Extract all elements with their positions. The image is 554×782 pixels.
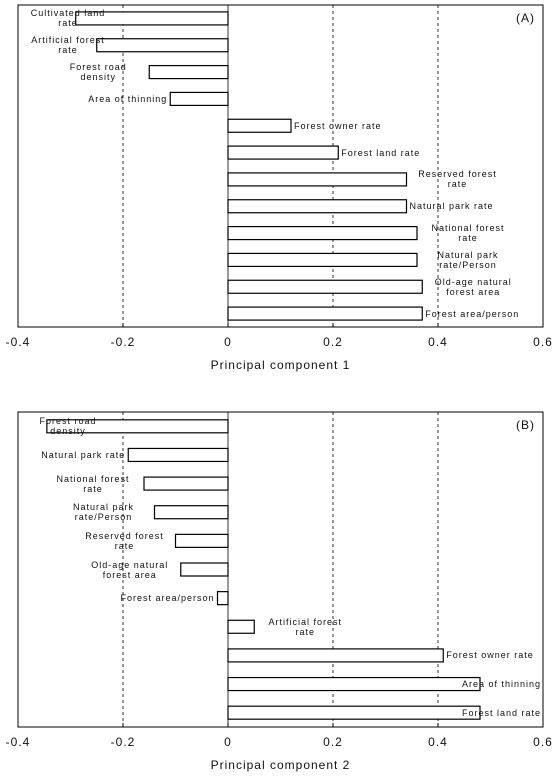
bar-label: Natural park rate — [409, 201, 494, 212]
x-tick-label: -0.4 — [6, 735, 31, 749]
bar-label: Natural park rate/Person — [437, 249, 499, 270]
x-tick-label: 0.6 — [533, 335, 553, 349]
bar — [216, 591, 229, 606]
bar-label: Forest road density — [69, 62, 127, 83]
x-tick-label: 0 — [224, 735, 232, 749]
bar — [227, 145, 339, 160]
bar-label: Reserved forest rate — [418, 169, 497, 190]
bar-label: Old-age natural forest area — [434, 276, 512, 297]
bar — [174, 533, 229, 548]
bar — [227, 118, 292, 133]
x-tick-label: 0.4 — [428, 735, 448, 749]
bar-label: Forest area/person — [425, 308, 520, 319]
bar-label: National forest rate — [431, 223, 505, 244]
bar-label: National forest rate — [56, 473, 130, 494]
bar-label: Cultivated land rate — [30, 8, 106, 29]
bar — [127, 447, 229, 463]
plot-frame — [17, 411, 544, 728]
x-tick-label: -0.2 — [111, 335, 136, 349]
bar-label: Forest land rate — [462, 707, 542, 718]
x-tick-label: 0.2 — [323, 335, 343, 349]
bar — [169, 91, 229, 107]
bar-label: Forest owner rate — [294, 120, 382, 131]
bar-label: Forest area/person — [120, 593, 215, 604]
bar-label: Reserved forest rate — [85, 530, 164, 551]
bar — [143, 476, 229, 491]
x-tick-label: 0.6 — [533, 735, 553, 749]
bar — [180, 562, 229, 577]
bar — [227, 225, 418, 241]
bar — [227, 676, 481, 692]
bar-label: Forest road density — [39, 416, 97, 437]
bar-label: Forest land rate — [341, 147, 421, 158]
bar — [227, 252, 418, 268]
bar — [227, 199, 408, 214]
bar — [227, 306, 423, 321]
bar-label: Artificial forest rate — [268, 616, 342, 637]
bar — [75, 11, 229, 26]
bar — [227, 705, 481, 720]
panel-label: (A) — [516, 11, 535, 25]
panel-label: (B) — [516, 418, 535, 432]
bar-label: Old-age natural forest area — [91, 559, 169, 580]
bar-label: Forest owner rate — [446, 650, 534, 661]
bar — [46, 419, 229, 434]
x-axis-title: Principal component 2 — [211, 758, 351, 772]
bar — [227, 279, 423, 294]
bar — [227, 619, 255, 634]
bar — [148, 64, 229, 80]
plot-frame — [17, 4, 544, 328]
x-tick-label: -0.4 — [6, 335, 31, 349]
x-tick-label: -0.2 — [111, 735, 136, 749]
bar-label: Natural park rate/Person — [72, 502, 135, 523]
x-tick-label: 0.4 — [428, 335, 448, 349]
bar — [227, 648, 444, 663]
bar-label: Natural park rate — [41, 449, 126, 460]
bar-label: Artificial forest rate — [31, 35, 105, 56]
bar — [227, 172, 408, 187]
bar-label: Area of thinning — [88, 93, 168, 104]
x-tick-label: 0.2 — [323, 735, 343, 749]
bar — [96, 38, 229, 53]
x-axis-title: Principal component 1 — [211, 358, 351, 372]
bar-label: Area of thinning — [462, 679, 542, 690]
bar — [153, 505, 229, 520]
x-tick-label: 0 — [224, 335, 232, 349]
